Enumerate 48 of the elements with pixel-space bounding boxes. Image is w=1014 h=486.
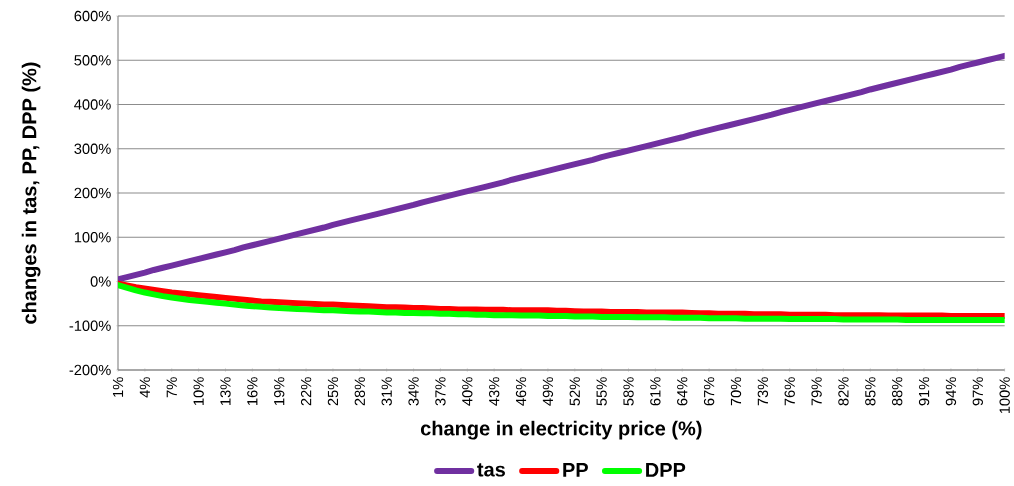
x-tick-label: 34%: [408, 377, 419, 406]
y-tick-label: 300%: [74, 143, 111, 154]
x-tick-label: 16%: [247, 377, 258, 405]
legend-label: tas: [477, 463, 505, 477]
x-tick-label: 46%: [515, 377, 527, 406]
x-tick-label: 91%: [918, 377, 930, 406]
legend-label: DPP: [646, 463, 686, 477]
x-tick-label: 49%: [542, 377, 554, 406]
x-tick-label: 52%: [569, 377, 580, 406]
y-tick-label: 500%: [74, 55, 111, 66]
x-tick-label: 67%: [703, 377, 715, 406]
x-tick-label: 58%: [623, 377, 634, 406]
x-tick-label: 94%: [945, 377, 957, 406]
x-tick-label: 4%: [139, 377, 150, 398]
x-tick-label: 70%: [730, 377, 742, 406]
x-tick-label: 28%: [354, 377, 366, 406]
x-tick-label: 61%: [650, 377, 661, 406]
x-tick-label: 40%: [462, 377, 473, 406]
y-tick-label: -200%: [69, 364, 111, 376]
y-tick-label: -100%: [69, 320, 111, 331]
x-tick-label: 82%: [838, 377, 849, 406]
x-tick-label: 85%: [865, 377, 876, 406]
x-tick-label: 64%: [677, 377, 688, 406]
y-tick-label: 100%: [74, 232, 111, 243]
x-tick-label: 1%: [112, 377, 124, 397]
x-tick-label: 55%: [596, 377, 607, 406]
x-tick-label: 73%: [757, 377, 769, 406]
y-tick-label: 200%: [74, 187, 111, 199]
x-tick-label: 31%: [381, 377, 392, 406]
x-tick-label: 97%: [972, 377, 983, 406]
x-tick-label: 19%: [274, 377, 285, 405]
x-tick-label: 7%: [166, 377, 177, 398]
x-tick-label: 79%: [811, 377, 822, 406]
x-tick-label: 22%: [300, 377, 312, 406]
x-tick-label: 100%: [999, 377, 1010, 414]
x-tick-label: 10%: [193, 377, 204, 405]
x-tick-label: 37%: [435, 377, 446, 406]
y-axis-title: changes in tas, PP, DPP (%): [21, 62, 41, 324]
legend-label: PP: [563, 463, 588, 477]
x-tick-label: 25%: [327, 377, 339, 406]
y-tick-label: 600%: [74, 10, 111, 22]
x-tick-label: 76%: [784, 377, 795, 406]
x-tick-label: 88%: [892, 377, 903, 406]
x-tick-label: 13%: [220, 377, 231, 405]
y-tick-label: 400%: [74, 99, 111, 110]
x-axis-title: change in electricity price (%): [420, 420, 702, 440]
x-tick-label: 43%: [488, 377, 500, 406]
y-tick-label: 0%: [90, 276, 111, 287]
